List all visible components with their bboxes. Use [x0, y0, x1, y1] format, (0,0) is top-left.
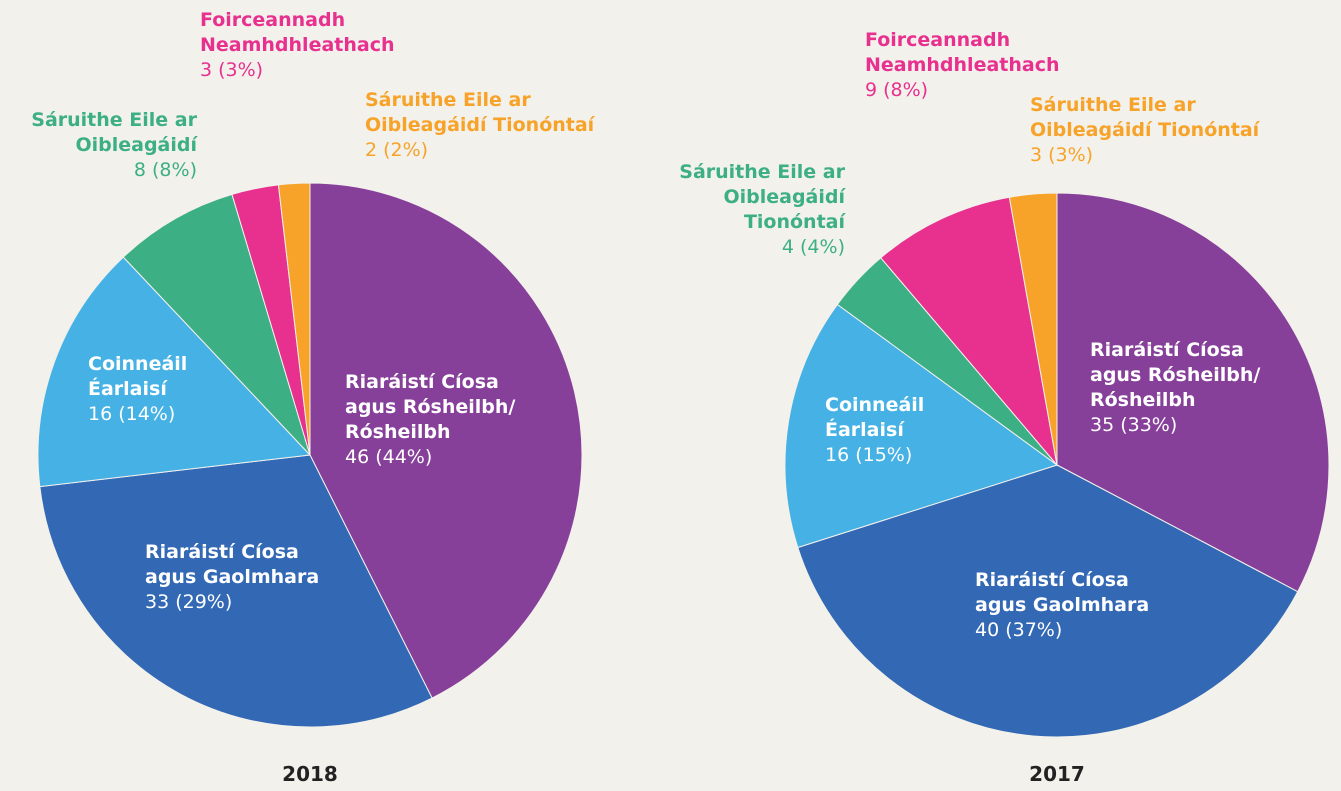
slice-label: Sáruithe Eile ar Oibleagáidí Tionóntaí 2 …: [365, 88, 594, 163]
pie-slice: [122, 193, 311, 456]
value-label: 3 (3%): [200, 59, 264, 81]
value-label: 46 (44%): [345, 446, 433, 468]
pie-slice: [277, 182, 311, 456]
category-name: Coinneáil Éarlaisí: [88, 353, 188, 400]
slice-label: Sáruithe Eile ar Oibleagáidí Tionóntaí 4 …: [679, 160, 845, 260]
chart-title: 2017: [1029, 762, 1085, 786]
slice-label: Sáruithe Eile ar Oibleagáidí Tionóntaí 3 …: [1030, 93, 1259, 168]
category-name: Foirceannadh Neamhdhleathach: [865, 29, 1060, 76]
pie-slice: [37, 256, 312, 488]
pie-slice: [880, 196, 1058, 467]
category-name: Sáruithe Eile ar Oibleagáidí Tionóntaí: [679, 161, 845, 233]
category-name: Sáruithe Eile ar Oibleagáidí: [31, 109, 197, 156]
category-name: Riaráistí Cíosa agus Gaolmhara: [975, 569, 1150, 616]
slice-label: Riaráistí Cíosa agus Rósheilbh/ Rósheilb…: [1090, 338, 1260, 438]
category-name: Sáruithe Eile ar Oibleagáidí Tionóntaí: [365, 89, 595, 136]
category-name: Riaráistí Cíosa agus Rósheilbh/ Rósheilb…: [345, 371, 516, 443]
slice-label: Foirceannadh Neamhdhleathach 3 (3%): [200, 8, 395, 83]
category-name: Riaráistí Cíosa agus Gaolmhara: [145, 541, 320, 588]
pie-slice: [784, 303, 1059, 549]
value-label: 2 (2%): [365, 139, 429, 161]
value-label: 40 (37%): [975, 619, 1063, 641]
slice-label: Foirceannadh Neamhdhleathach 9 (8%): [865, 28, 1060, 103]
slice-label: Sáruithe Eile ar Oibleagáidí 8 (8%): [31, 108, 197, 183]
chart-title: 2018: [282, 762, 338, 786]
pie-slice: [1008, 192, 1058, 466]
category-name: Foirceannadh Neamhdhleathach: [200, 9, 395, 56]
slice-label: Riaráistí Cíosa agus Rósheilbh/ Rósheilb…: [345, 370, 515, 470]
slice-label: Riaráistí Cíosa agus Gaolmhara 40 (37%): [975, 568, 1149, 643]
value-label: 9 (8%): [865, 79, 929, 101]
category-name: Sáruithe Eile ar Oibleagáidí Tionóntaí: [1030, 94, 1260, 141]
slice-label: Coinneáil Éarlaisí 16 (14%): [88, 352, 187, 427]
value-label: 35 (33%): [1090, 414, 1178, 436]
value-label: 3 (3%): [1030, 144, 1094, 166]
slice-label: Coinneáil Éarlaisí 16 (15%): [825, 393, 924, 468]
value-label: 16 (14%): [88, 403, 176, 425]
pie-slice: [1056, 192, 1330, 593]
value-label: 33 (29%): [145, 591, 233, 613]
slice-label: Riaráistí Cíosa agus Gaolmhara 33 (29%): [145, 540, 319, 615]
category-name: Coinneáil Éarlaisí: [825, 394, 925, 441]
category-name: Riaráistí Cíosa agus Rósheilbh/ Rósheilb…: [1090, 339, 1261, 411]
value-label: 4 (4%): [781, 236, 845, 258]
value-label: 8 (8%): [133, 159, 197, 181]
pie-slice: [309, 182, 583, 699]
pie-slice: [39, 454, 433, 728]
pie-slice: [797, 464, 1299, 738]
value-label: 16 (15%): [825, 444, 913, 466]
